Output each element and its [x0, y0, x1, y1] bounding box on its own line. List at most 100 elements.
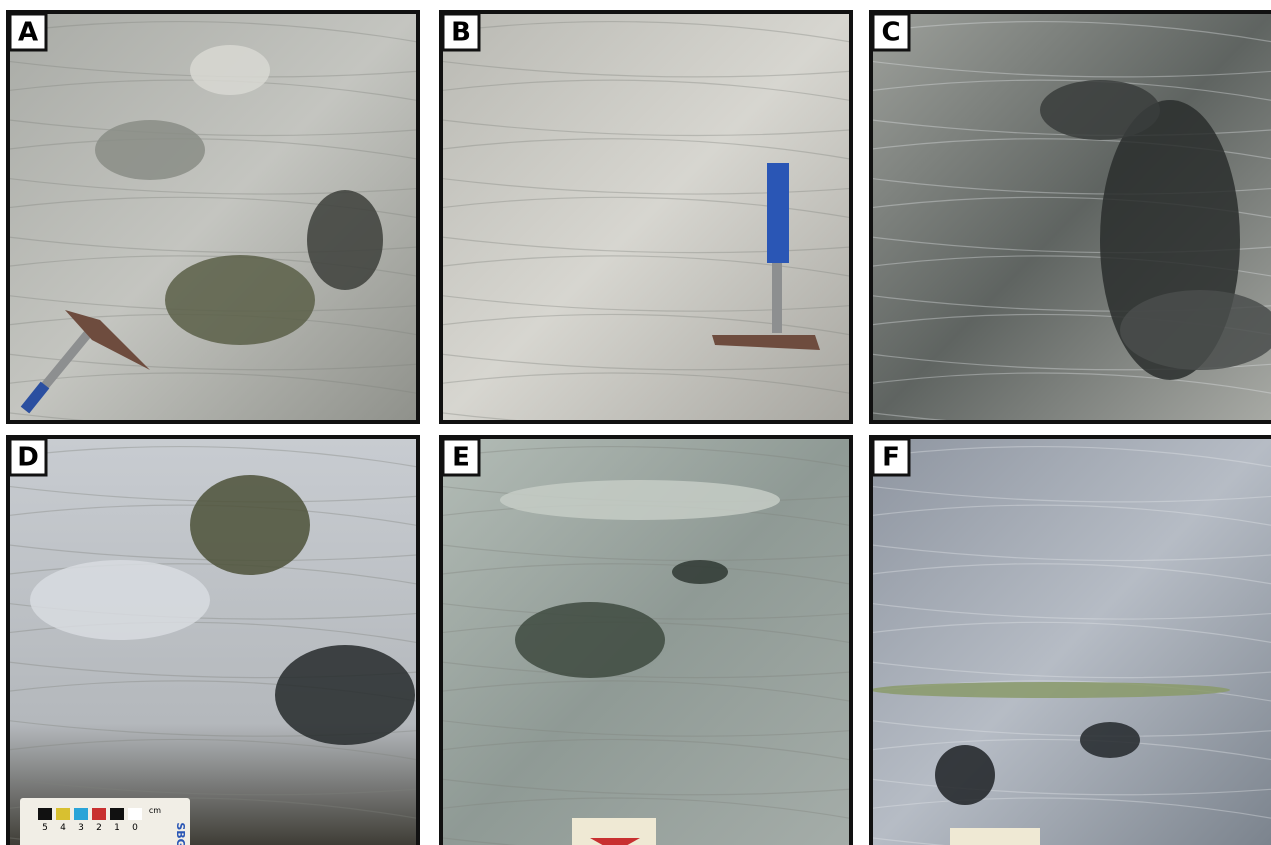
- panel-border: [869, 10, 1271, 424]
- texture: [441, 372, 851, 395]
- hammer-head: [65, 310, 150, 370]
- texture: [441, 719, 851, 737]
- hammer-head: [712, 335, 820, 350]
- scale-block: [110, 808, 124, 820]
- texture: [871, 719, 1271, 737]
- enclave: [1120, 290, 1271, 370]
- enclave: [30, 560, 210, 640]
- texture: [441, 236, 851, 254]
- texture: [871, 20, 1271, 43]
- panel-label: E: [452, 443, 470, 473]
- texture: [871, 837, 946, 845]
- texture: [871, 544, 1271, 562]
- texture: [441, 177, 851, 195]
- enclave: [165, 255, 315, 345]
- panel: B: [439, 10, 853, 424]
- enclave: [1080, 722, 1140, 758]
- enclave: [515, 602, 665, 678]
- panel: A: [6, 10, 420, 424]
- enclave: [190, 475, 310, 575]
- scale-number: 4: [60, 823, 66, 833]
- photo: 5 4 3 2 1 0 cm SBG: [8, 437, 418, 845]
- panel-border: [439, 10, 853, 424]
- enclave: [95, 120, 205, 180]
- scale-number: 5: [42, 823, 48, 833]
- scale-arrow: [590, 838, 640, 845]
- scale-number: 3: [78, 823, 84, 833]
- texture: [871, 485, 1271, 503]
- texture: [441, 313, 851, 336]
- texture: [8, 119, 418, 137]
- texture: [871, 738, 1271, 761]
- label-box: [8, 12, 48, 52]
- texture: [871, 563, 1271, 585]
- panel-label: D: [17, 443, 39, 473]
- enclave: [935, 745, 995, 805]
- panel: F: [869, 435, 1271, 845]
- photo: [8, 12, 418, 422]
- texture: [441, 119, 851, 137]
- texture: [8, 20, 418, 43]
- panel-label: F: [882, 443, 900, 473]
- enclave: [672, 560, 728, 584]
- photo-bg: [871, 437, 1271, 845]
- texture: [441, 294, 851, 312]
- texture: [441, 138, 851, 160]
- photo: [871, 12, 1271, 422]
- texture: [8, 778, 418, 796]
- texture: [441, 79, 851, 102]
- scale-block: [128, 808, 142, 820]
- photo: [441, 12, 851, 422]
- scale-card: [950, 828, 1040, 845]
- photo: [871, 437, 1271, 845]
- texture: [441, 563, 851, 585]
- label-box: [441, 437, 481, 477]
- texture: [441, 778, 851, 796]
- panel: E: [439, 435, 853, 845]
- label-box: [8, 437, 48, 477]
- texture: [871, 602, 1271, 620]
- texture: [441, 196, 851, 219]
- texture: [871, 372, 1271, 394]
- label-box: [871, 437, 911, 477]
- texture: [871, 621, 1271, 643]
- enclave: [500, 480, 780, 520]
- scale-unit: cm: [149, 806, 161, 815]
- scale-block: [38, 808, 52, 820]
- texture: [8, 445, 418, 468]
- texture: [871, 412, 971, 422]
- scale-brand: SBG: [174, 822, 187, 845]
- texture: [441, 680, 851, 702]
- texture: [871, 445, 1271, 468]
- card: [20, 798, 190, 845]
- scale-number: 1: [114, 823, 120, 833]
- enclave: [275, 645, 415, 745]
- scale-number: 0: [132, 823, 138, 833]
- enclave: [190, 45, 270, 95]
- texture: [441, 412, 543, 422]
- texture: [441, 445, 851, 468]
- photo: [441, 437, 851, 845]
- panel-border: [869, 435, 1271, 845]
- scale-block: [56, 808, 70, 820]
- texture: [441, 544, 851, 562]
- texture: [8, 738, 418, 761]
- texture: [8, 138, 418, 160]
- hammer-handle: [772, 263, 782, 333]
- scale-card: 5 4 3 2 1 0 cm SBG: [20, 798, 190, 845]
- texture: [441, 837, 518, 845]
- label-box: [441, 12, 481, 52]
- texture: [441, 60, 851, 78]
- texture: [871, 778, 1271, 796]
- texture: [871, 797, 1271, 819]
- texture: [441, 255, 851, 277]
- hammer-grip: [767, 163, 789, 263]
- texture: [441, 20, 851, 43]
- panel-border: [6, 435, 420, 845]
- texture: [8, 412, 110, 422]
- panel: C: [869, 10, 1271, 424]
- texture: [871, 79, 1271, 101]
- scale-block: [92, 808, 106, 820]
